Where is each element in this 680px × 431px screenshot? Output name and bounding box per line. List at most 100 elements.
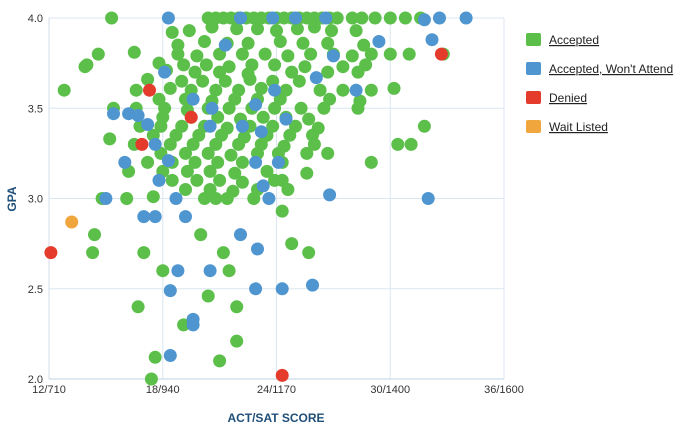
accepted-point xyxy=(357,38,371,52)
accepted-point xyxy=(345,11,359,25)
accepted-won-t-attend-point xyxy=(326,49,340,63)
legend-swatch-wait-listed xyxy=(526,120,541,133)
accepted-won-t-attend-point xyxy=(433,11,446,25)
accepted-won-t-attend-point xyxy=(251,242,264,256)
accepted-point xyxy=(201,146,215,160)
accepted-won-t-attend-point xyxy=(186,318,200,332)
accepted-point xyxy=(283,128,297,142)
accepted-won-t-attend-point xyxy=(218,38,232,52)
accepted-point xyxy=(175,74,189,88)
accepted-point xyxy=(307,20,321,34)
denied-point xyxy=(434,47,448,61)
accepted-point xyxy=(404,137,418,151)
accepted-point xyxy=(321,146,335,160)
accepted-won-t-attend-point xyxy=(249,282,263,296)
accepted-won-t-attend-point xyxy=(234,11,247,25)
accepted-point xyxy=(230,300,244,314)
accepted-point xyxy=(188,155,202,169)
accepted-point xyxy=(216,246,230,260)
accepted-point xyxy=(131,300,145,314)
accepted-point xyxy=(294,101,308,115)
accepted-point xyxy=(222,60,236,74)
accepted-point xyxy=(230,334,244,348)
y-tick-label: 4.0 xyxy=(28,13,43,25)
x-tick-label: 18/940 xyxy=(146,384,180,396)
accepted-point xyxy=(203,164,217,178)
accepted-point xyxy=(364,83,378,97)
accepted-point xyxy=(228,166,242,180)
accepted-point xyxy=(251,22,264,36)
x-tick-label: 12/710 xyxy=(32,384,66,396)
accepted-point xyxy=(190,173,204,187)
accepted-point xyxy=(336,60,350,74)
accepted-point xyxy=(154,119,168,133)
accepted-won-t-attend-point xyxy=(203,119,217,133)
accepted-point xyxy=(270,24,283,38)
accepted-point xyxy=(222,101,236,115)
accepted-point xyxy=(180,164,194,178)
accepted-point xyxy=(209,137,223,151)
accepted-won-t-attend-point xyxy=(421,192,435,205)
accepted-point xyxy=(387,81,401,95)
accepted-point xyxy=(213,354,227,368)
accepted-won-t-attend-point xyxy=(266,11,280,25)
accepted-point xyxy=(351,65,365,79)
accepted-point xyxy=(137,246,151,260)
accepted-point xyxy=(103,132,117,146)
accepted-point xyxy=(258,47,272,61)
accepted-point xyxy=(198,35,211,48)
accepted-point xyxy=(120,192,134,205)
accepted-point xyxy=(417,119,431,133)
accepted-point xyxy=(368,11,382,25)
accepted-point xyxy=(285,237,299,251)
accepted-point xyxy=(302,112,316,126)
accepted-won-t-attend-point xyxy=(256,179,270,193)
accepted-won-t-attend-point xyxy=(137,210,151,224)
accepted-point xyxy=(141,72,155,86)
accepted-point xyxy=(296,36,310,50)
accepted-won-t-attend-point xyxy=(148,210,162,224)
accepted-won-t-attend-point xyxy=(141,118,155,131)
accepted-point xyxy=(241,36,255,50)
accepted-point xyxy=(275,204,289,218)
accepted-point xyxy=(391,137,405,151)
accepted-won-t-attend-point xyxy=(254,125,268,139)
accepted-point xyxy=(247,192,261,205)
legend-label-wait-listed[interactable]: Wait Listed xyxy=(549,120,608,134)
legend-label-accepted[interactable]: Accepted xyxy=(549,33,599,47)
accepted-point xyxy=(330,11,344,25)
accepted-point xyxy=(129,83,143,97)
accepted-point xyxy=(383,47,397,61)
accepted-point xyxy=(78,60,92,74)
legend-swatch-accepted xyxy=(526,33,541,46)
accepted-point xyxy=(281,49,295,63)
accepted-won-t-attend-point xyxy=(271,155,285,169)
accepted-won-t-attend-point xyxy=(417,13,431,27)
accepted-won-t-attend-point xyxy=(289,11,302,25)
accepted-point xyxy=(148,350,162,364)
denied-point xyxy=(184,110,198,124)
denied-point xyxy=(143,83,156,97)
accepted-point xyxy=(232,137,246,151)
y-tick-label: 2.5 xyxy=(28,284,43,296)
denied-point xyxy=(135,137,149,151)
accepted-point xyxy=(171,38,185,52)
accepted-won-t-attend-point xyxy=(425,33,439,47)
accepted-point xyxy=(196,74,210,88)
accepted-point xyxy=(177,58,191,72)
legend-label-denied[interactable]: Denied xyxy=(549,91,587,105)
accepted-point xyxy=(336,83,350,97)
accepted-won-t-attend-point xyxy=(158,65,172,79)
accepted-point xyxy=(235,155,249,169)
accepted-point xyxy=(325,24,338,38)
accepted-point xyxy=(321,36,335,50)
accepted-won-t-attend-point xyxy=(323,188,337,202)
legend-label-accepted-won-t-attend[interactable]: Accepted, Won't Attend xyxy=(549,62,673,76)
accepted-won-t-attend-point xyxy=(148,137,162,151)
accepted-won-t-attend-point xyxy=(459,11,473,25)
accepted-point xyxy=(165,173,179,187)
accepted-won-t-attend-point xyxy=(262,192,276,205)
y-axis-title: GPA xyxy=(5,186,19,211)
accepted-point xyxy=(285,65,299,79)
